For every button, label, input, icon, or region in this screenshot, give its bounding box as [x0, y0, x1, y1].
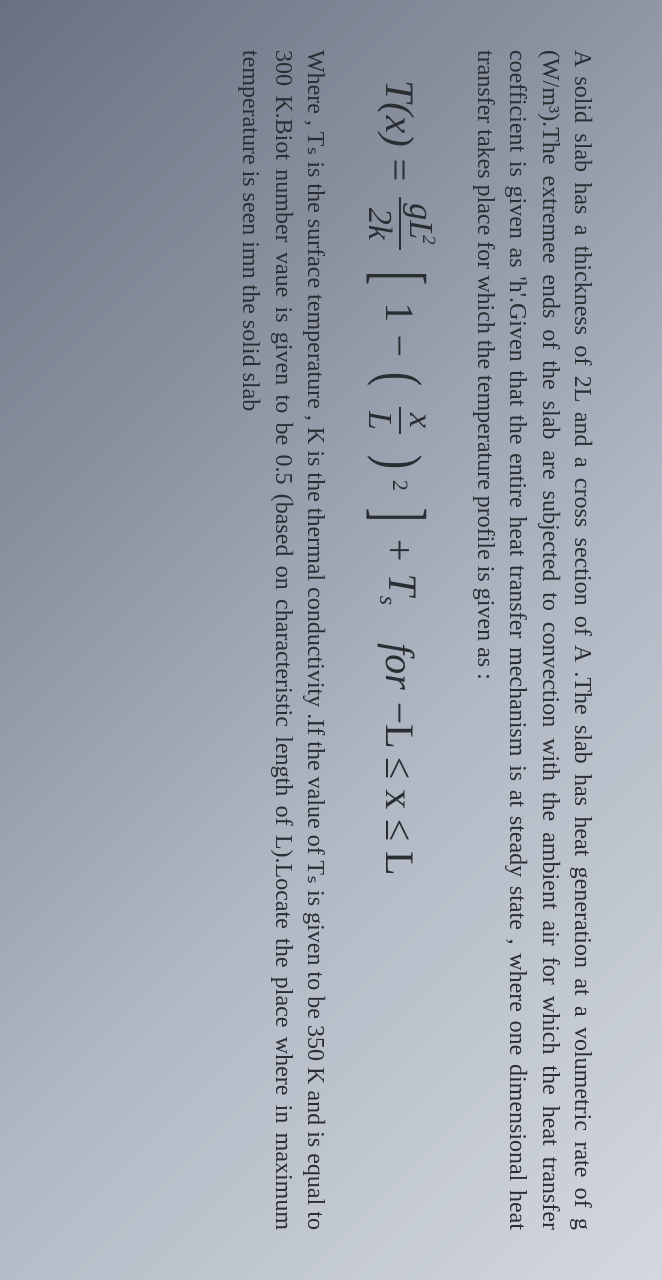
eq-for: for — [376, 643, 423, 690]
paragraph-1: A solid slab has a thickness of 2L and a… — [468, 50, 598, 1230]
eq-rbracket: ] — [375, 508, 425, 522]
eq-frac2-num: x — [399, 407, 439, 434]
eq-one: 1 — [376, 302, 423, 322]
eq-frac1-den: 2k — [361, 202, 399, 246]
eq-range: −L ≤ x ≤ L — [376, 702, 423, 876]
eq-lhs: T(x) — [376, 80, 423, 147]
document-page: A solid slab has a thickness of 2L and a… — [0, 0, 662, 1280]
eq-frac2-den: L — [361, 405, 399, 436]
eq-minus: − — [376, 334, 423, 357]
eq-s-sub: s — [374, 596, 400, 605]
eq-frac1-num: gL2 — [399, 197, 439, 250]
eq-exp2: 2 — [387, 480, 413, 491]
eq-frac1-num-base: gL — [402, 203, 439, 239]
eq-equals: = — [376, 159, 423, 182]
eq-rparen: ) — [379, 455, 421, 469]
eq-lbracket: [ — [375, 271, 425, 285]
eq-frac-gl2-2k: gL2 2k — [361, 197, 438, 250]
equation-temperature-profile: T(x) = gL2 2k [ 1 − ( x L ) 2 ] + Ts for… — [361, 80, 438, 1230]
eq-plus: + — [376, 539, 423, 562]
eq-frac-x-L: x L — [361, 405, 438, 436]
eq-T: T — [380, 573, 425, 595]
eq-lparen: ( — [379, 372, 421, 386]
eq-Ts: Ts — [373, 573, 426, 605]
eq-frac1-num-sup: 2 — [418, 235, 439, 244]
paragraph-2: Where , Tₛ is the surface temperature , … — [234, 50, 331, 1230]
